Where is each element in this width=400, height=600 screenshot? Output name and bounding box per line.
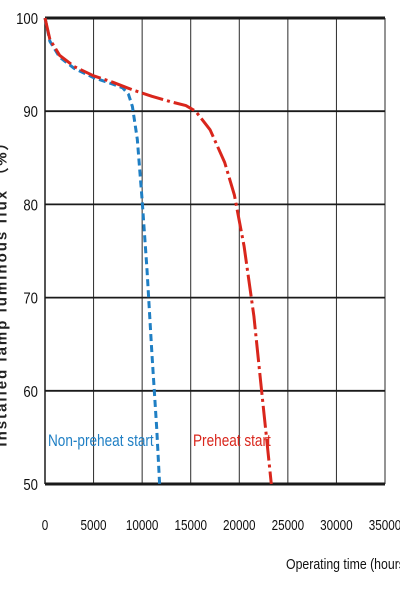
- preheat-label: Preheat start: [193, 432, 271, 451]
- y-tick-label: 80: [23, 197, 38, 214]
- grid: [44, 16, 386, 486]
- x-tick-label: 15000: [174, 517, 207, 534]
- x-axis-label: Operating time (hours): [286, 556, 400, 573]
- x-tick-label: 10000: [126, 517, 159, 534]
- x-tick-label: 5000: [81, 517, 107, 534]
- y-tick-label: 70: [23, 290, 38, 307]
- y-tick-label: 90: [23, 104, 38, 121]
- series-annotations: Non-preheat start Preheat start: [48, 432, 271, 451]
- non-preheat-label: Non-preheat start: [48, 432, 154, 451]
- y-axis-label-text: Installed lamp luminous flux （%）: [0, 133, 11, 447]
- y-tick-label: 100: [16, 11, 38, 28]
- x-tick-labels: 0 5000 10000 15000 20000 25000 30000 35000: [42, 517, 400, 534]
- x-tick-label: 20000: [223, 517, 256, 534]
- y-tick-label: 50: [23, 477, 38, 494]
- series-lines: [43, 17, 273, 485]
- x-tick-label: 0: [42, 517, 49, 534]
- x-tick-label: 25000: [272, 517, 305, 534]
- y-tick-labels: 100 90 80 70 60 50: [16, 11, 38, 494]
- series-line-preheat: [43, 17, 273, 485]
- y-tick-label: 60: [23, 384, 38, 401]
- x-tick-label: 35000: [369, 517, 400, 534]
- x-tick-label: 30000: [320, 517, 353, 534]
